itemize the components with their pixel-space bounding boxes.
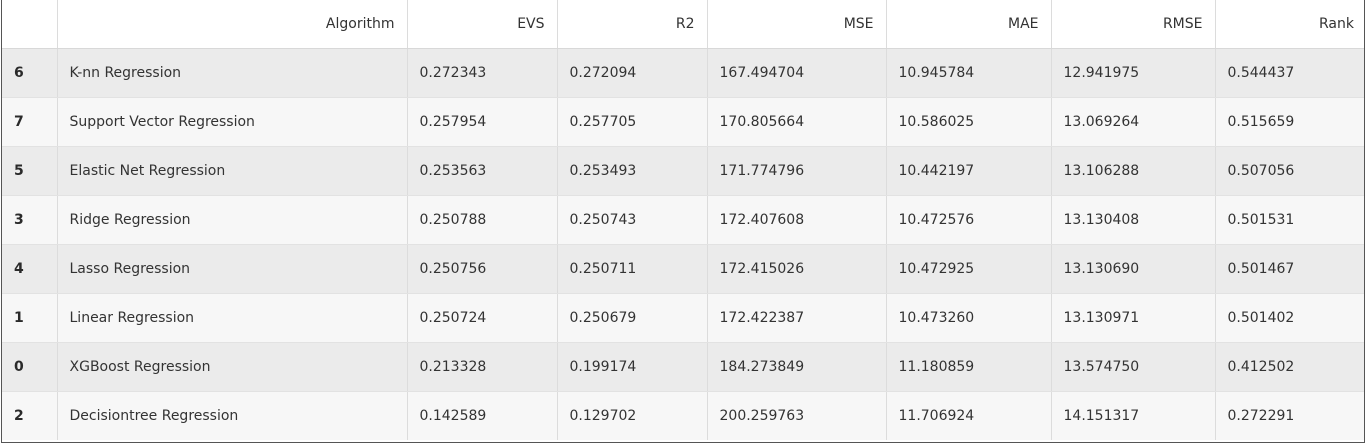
header-mse: MSE	[707, 0, 887, 49]
header-mae: MAE	[886, 0, 1052, 49]
cell-mse: 172.407608	[707, 195, 887, 245]
table-row: 5 Elastic Net Regression 0.253563 0.2534…	[2, 146, 1364, 196]
cell-algorithm: Lasso Regression	[57, 244, 408, 294]
cell-mae: 11.180859	[886, 342, 1052, 392]
cell-evs: 0.250788	[407, 195, 558, 245]
cell-mae: 10.472576	[886, 195, 1052, 245]
cell-rmse: 13.130690	[1051, 244, 1216, 294]
cell-evs: 0.257954	[407, 97, 558, 147]
table-body: 6 K-nn Regression 0.272343 0.272094 167.…	[2, 48, 1364, 440]
cell-evs: 0.250724	[407, 293, 558, 343]
cell-mse: 172.422387	[707, 293, 887, 343]
cell-algorithm: Ridge Regression	[57, 195, 408, 245]
cell-algorithm: K-nn Regression	[57, 48, 408, 98]
cell-evs: 0.213328	[407, 342, 558, 392]
cell-rmse: 13.106288	[1051, 146, 1216, 196]
cell-algorithm: Elastic Net Regression	[57, 146, 408, 196]
cell-r2: 0.253493	[557, 146, 708, 196]
row-index: 3	[2, 195, 58, 245]
cell-algorithm: XGBoost Regression	[57, 342, 408, 392]
cell-rank: 0.501531	[1215, 195, 1364, 245]
cell-r2: 0.250679	[557, 293, 708, 343]
cell-mse: 172.415026	[707, 244, 887, 294]
table-header: Algorithm EVS R2 MSE MAE RMSE Rank	[2, 0, 1364, 49]
cell-rmse: 12.941975	[1051, 48, 1216, 98]
cell-algorithm: Support Vector Regression	[57, 97, 408, 147]
cell-mae: 10.586025	[886, 97, 1052, 147]
table-row: 0 XGBoost Regression 0.213328 0.199174 1…	[2, 342, 1364, 392]
row-index: 2	[2, 391, 58, 440]
table-row: 3 Ridge Regression 0.250788 0.250743 172…	[2, 195, 1364, 245]
cell-rank: 0.501402	[1215, 293, 1364, 343]
cell-mse: 171.774796	[707, 146, 887, 196]
cell-mse: 200.259763	[707, 391, 887, 440]
cell-rank: 0.544437	[1215, 48, 1364, 98]
cell-r2: 0.272094	[557, 48, 708, 98]
cell-rmse: 14.151317	[1051, 391, 1216, 440]
cell-rmse: 13.130971	[1051, 293, 1216, 343]
cell-algorithm: Linear Regression	[57, 293, 408, 343]
cell-rmse: 13.069264	[1051, 97, 1216, 147]
header-row: Algorithm EVS R2 MSE MAE RMSE Rank	[2, 0, 1364, 49]
cell-mae: 10.473260	[886, 293, 1052, 343]
cell-rank: 0.272291	[1215, 391, 1364, 440]
cell-rmse: 13.574750	[1051, 342, 1216, 392]
row-index: 7	[2, 97, 58, 147]
table-row: 7 Support Vector Regression 0.257954 0.2…	[2, 97, 1364, 147]
cell-r2: 0.257705	[557, 97, 708, 147]
row-index: 1	[2, 293, 58, 343]
cell-mse: 167.494704	[707, 48, 887, 98]
header-index	[2, 0, 58, 49]
header-rank: Rank	[1215, 0, 1364, 49]
cell-rank: 0.501467	[1215, 244, 1364, 294]
cell-mae: 10.945784	[886, 48, 1052, 98]
table-row: 6 K-nn Regression 0.272343 0.272094 167.…	[2, 48, 1364, 98]
cell-r2: 0.250743	[557, 195, 708, 245]
table-row: 4 Lasso Regression 0.250756 0.250711 172…	[2, 244, 1364, 294]
cell-r2: 0.199174	[557, 342, 708, 392]
header-evs: EVS	[407, 0, 558, 49]
cell-r2: 0.250711	[557, 244, 708, 294]
cell-evs: 0.142589	[407, 391, 558, 440]
cell-mae: 10.472925	[886, 244, 1052, 294]
cell-rank: 0.515659	[1215, 97, 1364, 147]
table-row: 2 Decisiontree Regression 0.142589 0.129…	[2, 391, 1364, 440]
cell-mse: 184.273849	[707, 342, 887, 392]
header-rmse: RMSE	[1051, 0, 1216, 49]
cell-mae: 11.706924	[886, 391, 1052, 440]
cell-evs: 0.250756	[407, 244, 558, 294]
cell-rmse: 13.130408	[1051, 195, 1216, 245]
cell-mse: 170.805664	[707, 97, 887, 147]
cell-evs: 0.272343	[407, 48, 558, 98]
table-row: 1 Linear Regression 0.250724 0.250679 17…	[2, 293, 1364, 343]
row-index: 0	[2, 342, 58, 392]
cell-mae: 10.442197	[886, 146, 1052, 196]
header-algorithm: Algorithm	[57, 0, 408, 49]
cell-algorithm: Decisiontree Regression	[57, 391, 408, 440]
cell-evs: 0.253563	[407, 146, 558, 196]
cell-rank: 0.507056	[1215, 146, 1364, 196]
row-index: 4	[2, 244, 58, 294]
row-index: 6	[2, 48, 58, 98]
cell-r2: 0.129702	[557, 391, 708, 440]
header-r2: R2	[557, 0, 708, 49]
row-index: 5	[2, 146, 58, 196]
cell-rank: 0.412502	[1215, 342, 1364, 392]
